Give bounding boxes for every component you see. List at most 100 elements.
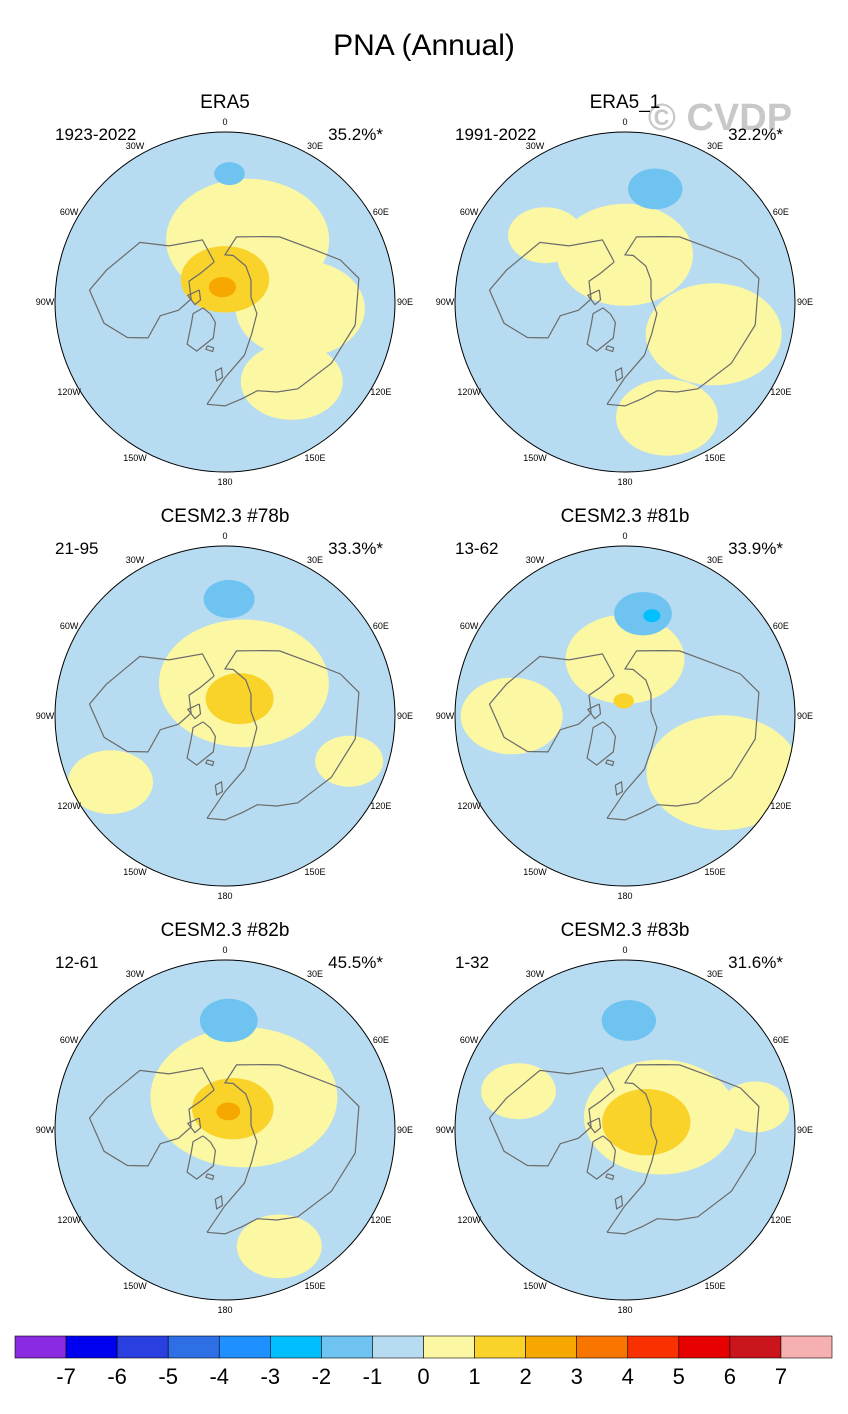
longitude-label: 30W bbox=[526, 141, 545, 151]
longitude-label: 120E bbox=[370, 387, 391, 397]
greenland-coast bbox=[186, 1135, 217, 1180]
positive-anomaly-region bbox=[481, 1063, 556, 1120]
longitude-label: 60W bbox=[460, 621, 479, 631]
positive-anomaly-region bbox=[216, 1102, 241, 1121]
greenland-coast bbox=[186, 307, 217, 352]
positive-anomaly-region bbox=[240, 343, 343, 420]
panel-title: CESM2.3 #81b bbox=[561, 506, 690, 527]
longitude-label: 120E bbox=[770, 1215, 791, 1225]
longitude-label: 90E bbox=[397, 297, 413, 307]
longitude-label: 30W bbox=[526, 969, 545, 979]
colorbar-tick-label: 0 bbox=[417, 1364, 429, 1389]
longitude-label: 0 bbox=[622, 531, 627, 541]
positive-anomaly-region bbox=[602, 1089, 691, 1156]
colorbar-tick-label: -5 bbox=[158, 1364, 178, 1389]
map-border bbox=[54, 131, 396, 473]
positive-anomaly-region bbox=[460, 677, 563, 755]
colorbar-swatch bbox=[780, 1335, 833, 1359]
longitude-label: 60W bbox=[60, 1035, 79, 1045]
longitude-label: 60E bbox=[773, 621, 789, 631]
longitude-label: 150E bbox=[704, 1281, 725, 1291]
figure-title: PNA (Annual) bbox=[333, 29, 515, 62]
map-field bbox=[455, 960, 795, 1300]
longitude-label: 0 bbox=[222, 945, 227, 955]
greenland-coast bbox=[586, 1135, 617, 1180]
positive-anomaly-region bbox=[315, 735, 384, 787]
longitude-label: 120E bbox=[770, 801, 791, 811]
greenland-coast bbox=[186, 721, 217, 766]
longitude-label: 60W bbox=[60, 621, 79, 631]
panel-title: CESM2.3 #83b bbox=[561, 920, 690, 941]
longitude-label: 90E bbox=[797, 1125, 813, 1135]
longitude-label: 150E bbox=[704, 453, 725, 463]
map-border bbox=[454, 959, 796, 1301]
longitude-label: 150E bbox=[304, 1281, 325, 1291]
panel-variance: 31.6%* bbox=[728, 953, 783, 972]
colorbar-swatch bbox=[116, 1335, 169, 1359]
colorbar-swatch bbox=[474, 1335, 526, 1359]
panel-period: 1-32 bbox=[455, 953, 489, 972]
colorbar-swatch bbox=[423, 1335, 475, 1359]
map-border bbox=[454, 545, 796, 887]
colorbar-tick-label: -1 bbox=[363, 1364, 383, 1389]
longitude-label: 30E bbox=[307, 969, 323, 979]
colorbar-swatch bbox=[14, 1335, 67, 1359]
positive-anomaly-region bbox=[613, 693, 634, 709]
north-america-coast bbox=[88, 653, 215, 753]
longitude-label: 90E bbox=[797, 297, 813, 307]
british-isles-coast bbox=[214, 1195, 224, 1210]
negative-anomaly-region bbox=[628, 168, 683, 210]
longitude-label: 30E bbox=[707, 555, 723, 565]
colorbar-swatch bbox=[627, 1335, 680, 1359]
map-panel: 180 150E 120E 90E 60E 30E 0 30W 60W 90W 120W 150W ER… bbox=[436, 92, 813, 487]
map-panel: 180 150E 120E 90E 60E 30E 0 30W 60W 90W 120W 150W ER… bbox=[36, 92, 413, 487]
longitude-label: 120W bbox=[457, 387, 481, 397]
longitude-label: 150E bbox=[304, 453, 325, 463]
canadian-archipelago-coast bbox=[186, 289, 202, 306]
eurasia-coast bbox=[606, 235, 760, 407]
map-panels: 180 150E 120E 90E 60E 30E 0 30W 60W 90W 120W 150W ER… bbox=[36, 92, 813, 1315]
positive-anomaly-region bbox=[208, 276, 236, 298]
colorbar-swatch bbox=[65, 1335, 118, 1359]
longitude-label: 60W bbox=[60, 207, 79, 217]
longitude-label: 60W bbox=[460, 207, 479, 217]
longitude-label: 0 bbox=[222, 117, 227, 127]
colorbar-tick-label: 4 bbox=[622, 1364, 634, 1389]
longitude-label: 90W bbox=[36, 711, 55, 721]
panel-period: 13-62 bbox=[455, 539, 498, 558]
longitude-label: 60E bbox=[373, 1035, 389, 1045]
north-america-coast bbox=[488, 1067, 615, 1167]
positive-anomaly-region bbox=[565, 614, 685, 704]
canadian-archipelago-coast bbox=[186, 1117, 202, 1134]
longitude-label: 30W bbox=[126, 555, 145, 565]
colorbar-tick-label: 2 bbox=[520, 1364, 532, 1389]
longitude-label: 90W bbox=[436, 711, 455, 721]
negative-anomaly-region bbox=[643, 609, 661, 623]
colorbar-tick-label: 6 bbox=[724, 1364, 736, 1389]
longitude-label: 90W bbox=[36, 1125, 55, 1135]
positive-anomaly-region bbox=[68, 750, 153, 814]
colorbar-swatch bbox=[270, 1335, 322, 1359]
longitude-label: 120W bbox=[457, 1215, 481, 1225]
longitude-label: 90W bbox=[436, 297, 455, 307]
positive-anomaly-region bbox=[205, 673, 274, 725]
colorbar-swatch bbox=[321, 1335, 373, 1359]
positive-anomaly-region bbox=[645, 283, 782, 386]
british-isles-coast bbox=[214, 367, 224, 382]
panel-period: 1991-2022 bbox=[455, 125, 536, 144]
map-border bbox=[54, 545, 396, 887]
colorbar-swatch bbox=[729, 1335, 782, 1359]
longitude-label: 60E bbox=[773, 1035, 789, 1045]
map-field bbox=[55, 546, 395, 886]
map-field bbox=[55, 960, 395, 1300]
panel-period: 21-95 bbox=[55, 539, 98, 558]
longitude-label: 30E bbox=[707, 969, 723, 979]
longitude-label: 90E bbox=[797, 711, 813, 721]
colorbar-swatch bbox=[678, 1335, 731, 1359]
longitude-label: 90W bbox=[36, 297, 55, 307]
map-border bbox=[454, 131, 796, 473]
colorbar-tick-label: 7 bbox=[775, 1364, 787, 1389]
positive-anomaly-region bbox=[236, 1214, 322, 1279]
longitude-label: 120E bbox=[370, 1215, 391, 1225]
panel-title: CESM2.3 #78b bbox=[161, 506, 290, 527]
